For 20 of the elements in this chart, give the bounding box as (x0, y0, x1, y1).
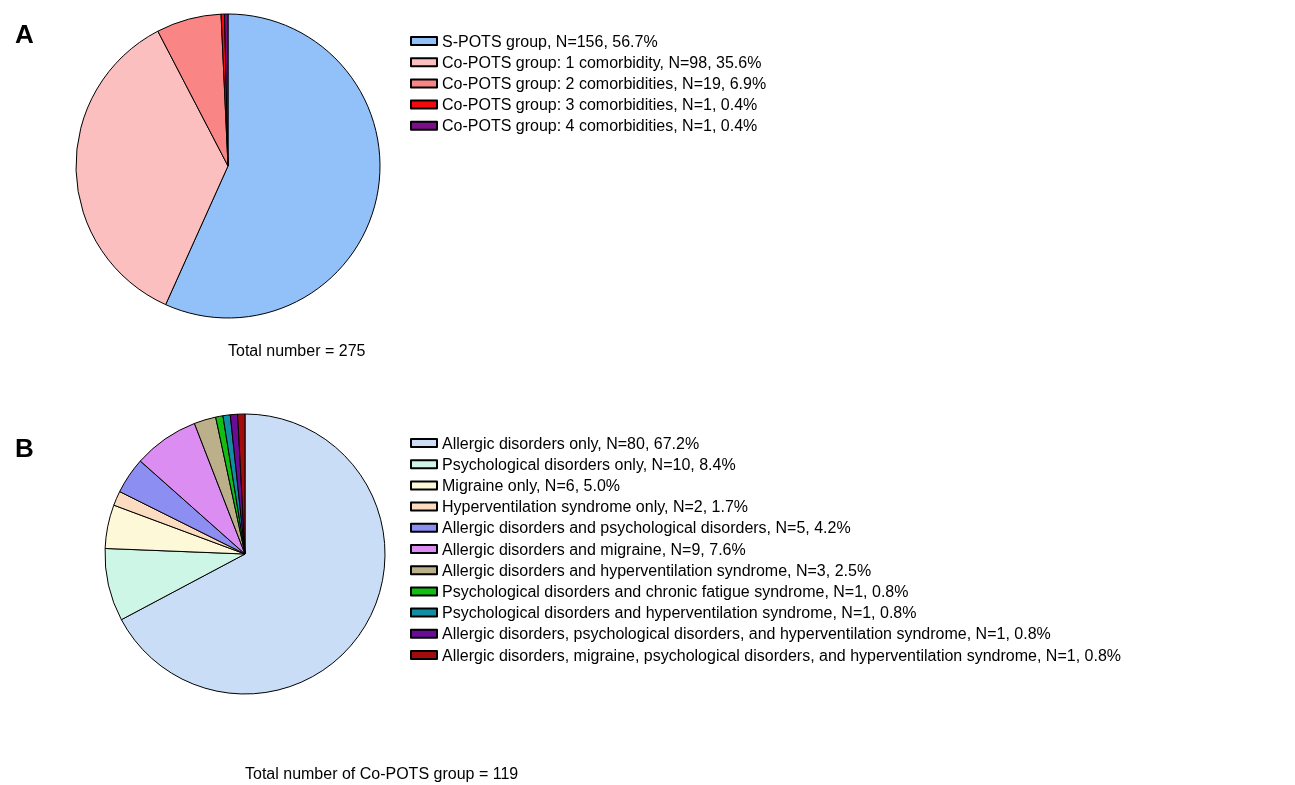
legend-label: Psychological disorders and chronic fatigue syndrome, N=1, 0.8% (442, 582, 909, 600)
legend-label: Allergic disorders, migraine, psychological disorders, and hyperventilation syndrome, N=1, 0.8% (442, 646, 1121, 664)
text: B (15, 433, 34, 463)
chart-title: A (15, 19, 34, 49)
legend-label: Co-POTS group: 1 comorbidity, N=98, 35.6% (442, 53, 762, 71)
legend-label: S-POTS group, N=156, 56.7% (442, 32, 658, 50)
legend-label: Allergic disorders and psychological disorders, N=5, 4.2% (442, 519, 851, 537)
text: Total number of Co-POTS group = 119 (245, 764, 519, 782)
legend-label: Co-POTS group: 3 comorbidities, N=1, 0.4% (442, 96, 758, 114)
legend-label: Allergic disorders and migraine, N=9, 7.6% (442, 540, 746, 558)
legend-label: Psychological disorders only, N=10, 8.4% (442, 455, 736, 473)
text: Total number = 275 (228, 341, 366, 359)
legend-label: Hyperventilation syndrome only, N=2, 1.7% (442, 498, 749, 516)
legend-label: Allergic disorders and hyperventilation syndrome, N=3, 2.5% (442, 561, 872, 579)
legend-label: Allergic disorders, psychological disorders, and hyperventilation syndrome, N=1, 0.8% (442, 625, 1051, 643)
legend-label: Co-POTS group: 4 comorbidities, N=1, 0.4% (442, 117, 758, 135)
legend-label: Co-POTS group: 2 comorbidities, N=19, 6.9% (442, 74, 767, 92)
legend-label: Allergic disorders only, N=80, 67.2% (442, 434, 700, 452)
legend-label: Psychological disorders and hyperventilation syndrome, N=1, 0.8% (442, 604, 917, 622)
legend-label: Migraine only, N=6, 5.0% (442, 476, 621, 494)
